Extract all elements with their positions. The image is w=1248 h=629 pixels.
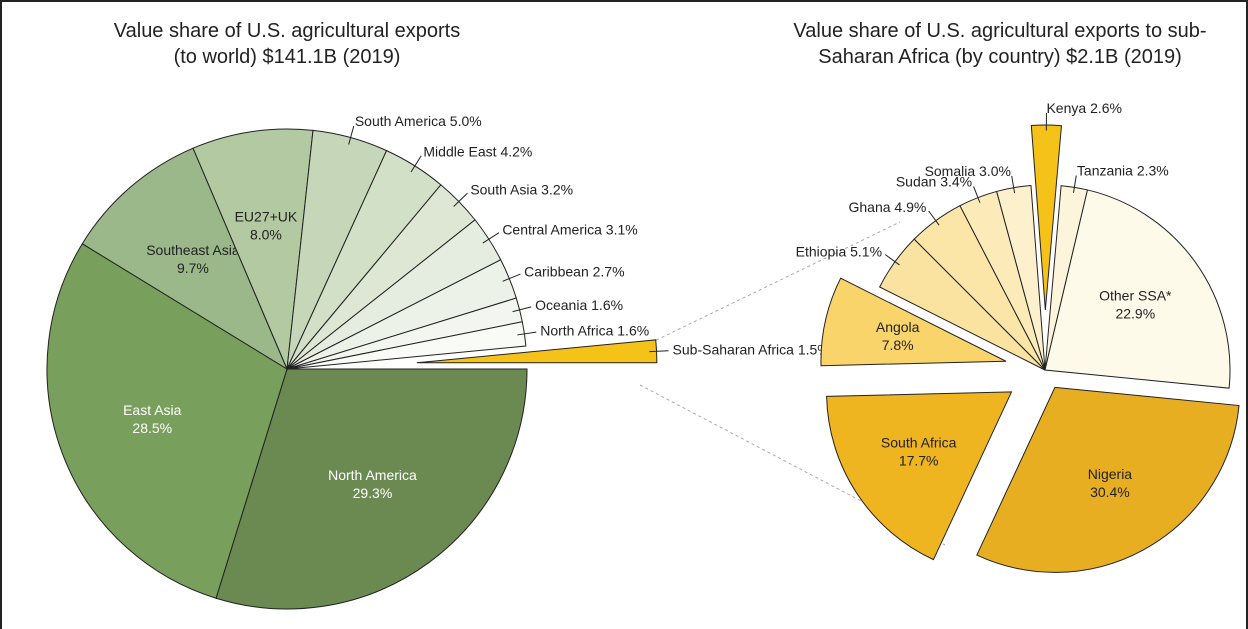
leader-line	[517, 331, 537, 336]
slice-label: Sub-Saharan Africa 1.5%	[673, 341, 830, 357]
value-label: 9.7%	[177, 260, 209, 276]
leader-line	[482, 232, 500, 244]
slice-label: Ethiopia 5.1%	[796, 243, 882, 259]
slice-label: Kenya 2.6%	[1046, 100, 1122, 116]
value-label: 4.2%	[500, 143, 532, 159]
category-label: Ghana	[848, 198, 890, 214]
leader-line	[885, 254, 900, 266]
leader-line	[649, 350, 669, 353]
value-label: 3.1%	[606, 221, 638, 237]
value-label: 1.6%	[591, 297, 623, 313]
slice-label: North America 29.3%	[328, 467, 417, 501]
slice-label: East Asia 28.5%	[123, 402, 182, 436]
value-label: 7.8%	[882, 337, 914, 353]
leader-line	[1011, 175, 1016, 194]
slice-label: North Africa 1.6%	[540, 322, 649, 338]
category-label: North Africa	[540, 322, 613, 338]
pie-slice	[1044, 189, 1231, 389]
leader-line	[1072, 175, 1077, 193]
value-label: 22.9%	[1115, 305, 1155, 321]
category-label: Nigeria	[1088, 465, 1133, 481]
value-label: 8.0%	[250, 226, 282, 242]
slice-label: Caribbean 2.7%	[524, 263, 624, 279]
value-label: 3.0%	[979, 163, 1011, 179]
pie-slice	[81, 147, 289, 371]
category-label: Southeast Asia	[146, 242, 240, 258]
slice-label: Tanzania 2.3%	[1077, 162, 1169, 178]
category-label: East Asia	[123, 402, 182, 418]
category-label: Middle East	[423, 143, 496, 159]
category-label: Angola	[876, 319, 920, 335]
slice-label: South Asia 3.2%	[470, 181, 573, 197]
category-label: North America	[328, 467, 417, 483]
slice-label: EU27+UK 8.0%	[235, 208, 298, 242]
leader-line	[973, 186, 981, 203]
leader-line	[348, 125, 355, 145]
category-label: Sudan	[896, 173, 936, 189]
slice-label: Nigeria 30.4%	[1088, 465, 1133, 499]
leader-line	[410, 155, 422, 173]
value-label: 28.5%	[132, 420, 172, 436]
category-label: Oceania	[535, 297, 587, 313]
category-label: EU27+UK	[235, 208, 298, 224]
chart-title: Value share of U.S. agricultural exports…	[793, 20, 1207, 68]
value-label: 2.6%	[1090, 100, 1122, 116]
connector	[639, 221, 901, 349]
value-label: 29.3%	[353, 485, 393, 501]
value-label: 4.9%	[894, 198, 926, 214]
slice-label: Somalia 3.0%	[925, 163, 1011, 179]
slice-label: Central America 3.1%	[502, 221, 637, 237]
value-label: 1.6%	[617, 322, 649, 338]
category-label: South America	[355, 113, 446, 129]
leader-line	[928, 210, 940, 226]
pie-slice	[826, 391, 1013, 561]
value-label: 5.0%	[450, 113, 482, 129]
slice-label: Sudan 3.4%	[896, 173, 972, 189]
category-label: Central America	[502, 221, 602, 237]
chart-title: Value share of U.S. agricultural exports…	[113, 20, 461, 68]
value-label: 17.7%	[899, 452, 939, 468]
category-label: Other SSA*	[1099, 287, 1172, 303]
pie-slice	[192, 128, 314, 371]
slice-label: South Africa 17.7%	[881, 434, 957, 468]
value-label: 3.4%	[940, 173, 972, 189]
category-label: South Asia	[470, 181, 537, 197]
category-label: Kenya	[1046, 100, 1086, 116]
value-label: 30.4%	[1090, 483, 1130, 499]
category-label: Ethiopia	[796, 243, 847, 259]
category-label: Caribbean	[524, 263, 589, 279]
value-label: 3.2%	[541, 181, 573, 197]
value-label: 2.7%	[593, 263, 625, 279]
category-label: South Africa	[881, 434, 957, 450]
slice-label: South America 5.0%	[355, 113, 482, 129]
category-label: Tanzania	[1077, 162, 1133, 178]
pie-slice	[820, 277, 1007, 367]
pie-slice	[976, 386, 1240, 573]
slice-label: Middle East 4.2%	[423, 143, 532, 159]
slice-label: Ghana 4.9%	[848, 198, 926, 214]
leader-line	[512, 306, 532, 313]
slice-label: Other SSA* 22.9%	[1099, 287, 1172, 321]
slice-label: Oceania 1.6%	[535, 297, 623, 313]
value-label: 2.3%	[1137, 162, 1169, 178]
leader-line	[453, 192, 468, 207]
slice-label: Southeast Asia 9.7%	[146, 242, 240, 276]
slice-label: Angola 7.8%	[876, 319, 920, 353]
category-label: Somalia	[925, 163, 976, 179]
pie-slice	[215, 368, 528, 610]
value-label: 5.1%	[850, 243, 882, 259]
leader-line	[502, 273, 521, 282]
category-label: Sub-Saharan Africa	[673, 341, 795, 357]
